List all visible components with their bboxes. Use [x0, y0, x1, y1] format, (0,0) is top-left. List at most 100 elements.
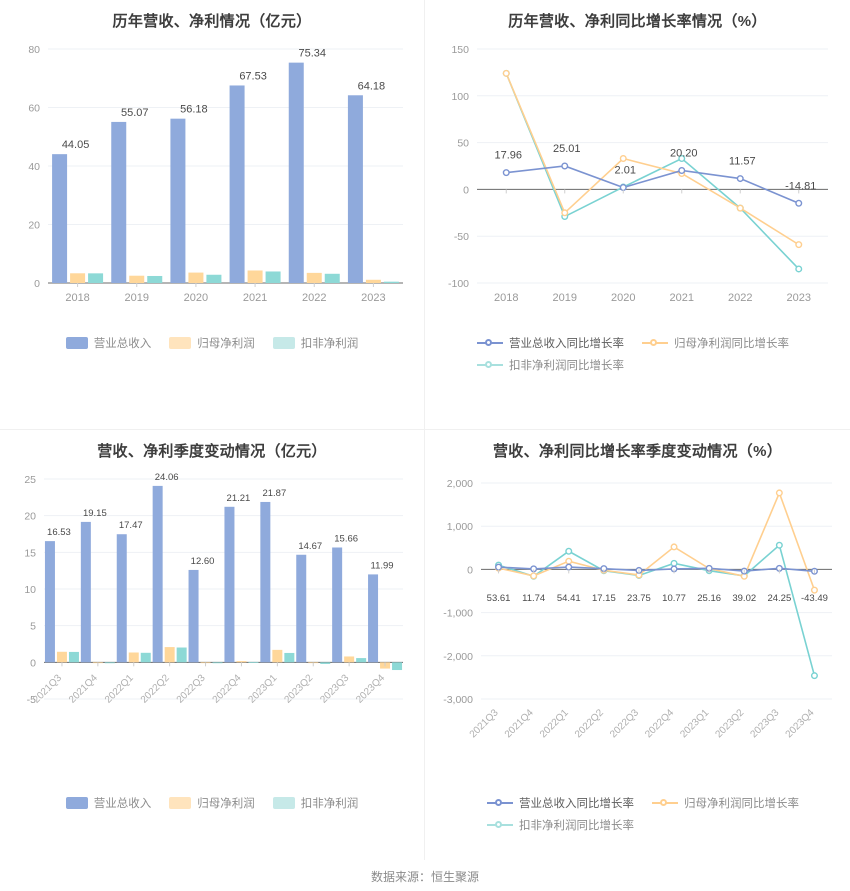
legend-swatch-deducted-profit — [272, 337, 295, 349]
svg-text:2019: 2019 — [125, 292, 149, 304]
svg-text:20: 20 — [28, 220, 40, 232]
svg-text:44.05: 44.05 — [62, 139, 90, 151]
plot-annual-revenue: 0 20 40 60 80 2018 2019 2020 2021 2022 2023 44.05… — [0, 31, 425, 331]
svg-text:25.01: 25.01 — [553, 143, 581, 155]
panel-annual-growth-rate: 历年营收、净利同比增长率情况（%） -100 -50 0 50 100 150 2018 2… — [425, 0, 850, 430]
svg-text:23.75: 23.75 — [627, 593, 651, 604]
legend-item-revenue-q[interactable]: 营业总收入 — [65, 795, 151, 811]
svg-text:39.02: 39.02 — [732, 593, 756, 604]
legend-item-deducted-profit[interactable]: 扣非净利润 — [272, 335, 359, 351]
legend-item-revenue[interactable]: 营业总收入 — [65, 335, 152, 351]
svg-text:25.16: 25.16 — [697, 593, 721, 604]
plot-quarterly-revenue: -5 0 5 10 15 20 25 2021Q3 2021Q4 2022Q1 2022Q2 202… — [0, 461, 425, 791]
plot-annual-growth: -100 -50 0 50 100 150 2018 2019 2020 2021 2022 202… — [425, 31, 850, 331]
panel-quarterly-growth-rate: 营收、净利同比增长率季度变动情况（%） -3,000 -2,000 -1,000 0 1… — [425, 430, 850, 860]
chart-title-annual-revenue: 历年营收、净利情况（亿元） — [112, 13, 312, 30]
svg-text:20: 20 — [24, 511, 36, 523]
svg-text:-1,000: -1,000 — [443, 608, 473, 620]
legend-label-deducted-profit: 扣非净利润 — [300, 338, 359, 350]
legend-item-revenue-growth[interactable]: 营业总收入同比增长率 — [477, 335, 624, 351]
svg-text:64.18: 64.18 — [358, 80, 386, 92]
chart-title-annual-growth: 历年营收、净利同比增长率情况（%） — [508, 13, 767, 30]
legend-annual-growth: 营业总收入同比增长率 归母净利润同比增长率 扣非净利润同比增长率 — [425, 335, 850, 373]
quarterly-growth-svg: -3,000 -2,000 -1,000 0 1,000 2,000 2021Q3 2021… — [443, 478, 832, 740]
svg-text:12.60: 12.60 — [191, 556, 215, 567]
svg-text:100: 100 — [451, 91, 469, 103]
legend-label-net-profit-growth-q: 归母净利润同比增长率 — [684, 798, 799, 810]
svg-text:11.99: 11.99 — [371, 560, 394, 571]
legend-item-net-profit-growth[interactable]: 归母净利润同比增长率 — [642, 335, 789, 351]
legend-swatch-net-profit-q — [169, 797, 192, 809]
svg-text:75.34: 75.34 — [298, 48, 326, 60]
svg-text:2020: 2020 — [184, 292, 208, 304]
legend-item-net-profit-growth-q[interactable]: 归母净利润同比增长率 — [652, 795, 799, 811]
svg-text:2022Q2: 2022Q2 — [573, 707, 606, 740]
charts-grid: 历年营收、净利情况（亿元） 0 20 40 60 80 2018 2019 2020 2021… — [0, 0, 850, 860]
svg-text:17.47: 17.47 — [119, 520, 143, 531]
svg-text:-14.81: -14.81 — [785, 180, 816, 192]
svg-text:2022: 2022 — [302, 292, 326, 304]
legend-swatch-revenue-q — [65, 797, 88, 809]
svg-text:15.66: 15.66 — [334, 533, 358, 544]
legend-label-revenue-growth-q: 营业总收入同比增长率 — [519, 798, 634, 810]
svg-text:56.18: 56.18 — [180, 104, 208, 116]
svg-text:2.01: 2.01 — [615, 165, 636, 177]
svg-text:2022Q3: 2022Q3 — [175, 672, 208, 705]
legend-item-deducted-growth-q[interactable]: 扣非净利润同比增长率 — [487, 817, 634, 833]
svg-text:2021Q3: 2021Q3 — [468, 707, 501, 740]
svg-text:40: 40 — [28, 161, 40, 173]
legend-label-revenue-growth: 营业总收入同比增长率 — [509, 338, 624, 350]
data-source-footer: 数据来源：恒生聚源 — [370, 870, 479, 884]
panel-quarterly-revenue-profit: 营收、净利季度变动情况（亿元） -5 0 5 10 15 20 25 2021Q3 2021Q… — [0, 430, 425, 860]
svg-text:2022: 2022 — [728, 292, 752, 304]
svg-text:54.41: 54.41 — [557, 593, 581, 604]
legend-quarterly-growth: 营业总收入同比增长率 归母净利润同比增长率 扣非净利润同比增长率 — [425, 795, 850, 833]
svg-text:2023: 2023 — [787, 292, 811, 304]
legend-item-net-profit[interactable]: 归母净利润 — [169, 335, 255, 351]
legend-swatch-deducted-profit-q — [272, 797, 295, 809]
legend-item-deducted-growth[interactable]: 扣非净利润同比增长率 — [477, 357, 624, 373]
svg-text:24.06: 24.06 — [155, 472, 179, 483]
svg-text:16.53: 16.53 — [47, 527, 71, 538]
svg-text:15: 15 — [24, 547, 36, 559]
legend-label-net-profit-q: 归母净利润 — [197, 798, 255, 810]
legend-label-revenue: 营业总收入 — [93, 338, 152, 350]
svg-text:2021: 2021 — [243, 292, 267, 304]
legend-line-icon-deducted-growth — [477, 359, 503, 371]
svg-text:2023: 2023 — [361, 292, 385, 304]
legend-quarterly-revenue: 营业总收入 归母净利润 扣非净利润 — [0, 795, 424, 811]
svg-text:2023Q1: 2023Q1 — [678, 707, 711, 740]
svg-text:2020: 2020 — [611, 292, 635, 304]
svg-text:10.77: 10.77 — [662, 593, 686, 604]
legend-item-revenue-growth-q[interactable]: 营业总收入同比增长率 — [487, 795, 634, 811]
legend-item-deducted-profit-q[interactable]: 扣非净利润 — [272, 795, 358, 811]
legend-swatch-revenue — [65, 337, 88, 349]
svg-text:24.25: 24.25 — [767, 593, 791, 604]
svg-text:60: 60 — [28, 103, 40, 115]
svg-text:-43.49: -43.49 — [801, 593, 828, 604]
svg-text:2021Q4: 2021Q4 — [503, 707, 536, 740]
svg-text:2023Q3: 2023Q3 — [318, 672, 351, 705]
legend-item-net-profit-q[interactable]: 归母净利润 — [169, 795, 255, 811]
svg-text:80: 80 — [28, 44, 40, 56]
svg-text:11.57: 11.57 — [729, 156, 756, 168]
svg-text:2022Q4: 2022Q4 — [643, 707, 676, 740]
svg-text:2022Q1: 2022Q1 — [103, 672, 136, 705]
svg-text:1,000: 1,000 — [447, 521, 473, 533]
svg-text:2022Q2: 2022Q2 — [139, 672, 172, 705]
svg-text:2023Q1: 2023Q1 — [247, 672, 280, 705]
annual-revenue-svg: 0 20 40 60 80 2018 2019 2020 2021 2022 2023 44.05… — [28, 44, 403, 304]
svg-text:11.74: 11.74 — [522, 593, 545, 604]
panel-annual-revenue-profit: 历年营收、净利情况（亿元） 0 20 40 60 80 2018 2019 2020 2021… — [0, 0, 425, 430]
svg-text:10: 10 — [24, 584, 36, 596]
svg-text:53.61: 53.61 — [487, 593, 511, 604]
svg-text:-3,000: -3,000 — [443, 694, 473, 706]
svg-text:19.15: 19.15 — [83, 508, 107, 519]
svg-text:150: 150 — [451, 44, 469, 56]
legend-swatch-net-profit — [169, 337, 192, 349]
svg-text:21.21: 21.21 — [227, 493, 251, 504]
svg-text:2,000: 2,000 — [447, 478, 473, 490]
svg-text:14.67: 14.67 — [298, 541, 322, 552]
legend-label-net-profit: 归母净利润 — [197, 338, 255, 350]
